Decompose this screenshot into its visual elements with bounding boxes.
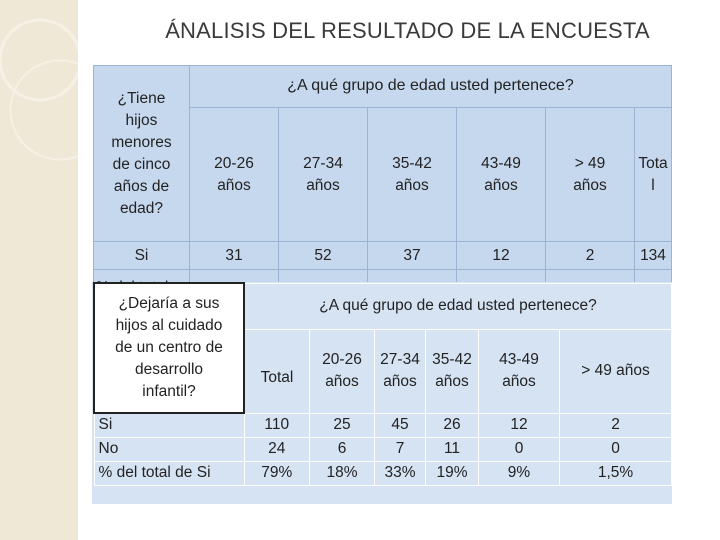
page-title: ÁNALISIS DEL RESULTADO DE LA ENCUESTA — [165, 18, 650, 43]
col-header-20-26: 20-26 años — [189, 107, 279, 242]
decorative-side-panel — [0, 0, 78, 540]
col-header-over-49-2: > 49 años — [559, 328, 672, 414]
table-cell: 45 — [374, 412, 426, 438]
table-cell: 110 — [243, 412, 310, 438]
table-cell: 11 — [425, 436, 479, 462]
row-label-si-2: Si — [93, 412, 245, 438]
col-header-27-34: 27-34 años — [278, 107, 368, 242]
age-group-children-table: ¿Tiene hijos menores de cinco años de ed… — [93, 65, 672, 300]
col-header-27-34-2: 27-34 años — [374, 328, 426, 414]
table-cell: 25 — [309, 412, 375, 438]
table-cell: 9% — [478, 460, 560, 486]
table-cell: 2 — [559, 412, 672, 438]
col-header-20-26-2: 20-26 años — [309, 328, 375, 414]
age-group-header: ¿A qué grupo de edad usted pertenece? — [189, 65, 672, 108]
table-cell: 1,5% — [559, 460, 672, 486]
table-cell: 24 — [243, 436, 310, 462]
table-cell: 31 — [189, 241, 279, 270]
row-label-percent-si: % del total de Si — [93, 460, 245, 486]
question-cell-children: ¿Tiene hijos menores de cinco años de ed… — [93, 65, 190, 242]
row-label-si: Si — [93, 241, 190, 270]
table-cell: 52 — [278, 241, 368, 270]
table-cell: 0 — [559, 436, 672, 462]
col-header-over-49: > 49 años — [545, 107, 635, 242]
age-group-header-2: ¿A qué grupo de edad usted pertenece? — [243, 282, 672, 330]
col-header-35-42-2: 35-42 años — [425, 328, 479, 414]
table-cell: 0 — [478, 436, 560, 462]
col-header-43-49: 43-49 años — [456, 107, 546, 242]
table-cell: 26 — [425, 412, 479, 438]
col-header-total: Tota l — [634, 107, 672, 242]
table-cell: 6 — [309, 436, 375, 462]
table-cell: 134 — [634, 241, 672, 270]
col-header-total-2: Total — [243, 328, 310, 414]
table-cell: 33% — [374, 460, 426, 486]
table-cell: 18% — [309, 460, 375, 486]
table-cell: 7 — [374, 436, 426, 462]
daycare-willingness-table: ¿Dejaría a sus hijos al cuidado de un ce… — [93, 282, 672, 486]
row-label-no: No — [93, 436, 245, 462]
col-header-43-49-2: 43-49 años — [478, 328, 560, 414]
col-header-35-42: 35-42 años — [367, 107, 457, 242]
question-cell-daycare: ¿Dejaría a sus hijos al cuidado de un ce… — [93, 282, 245, 414]
table-cell: 2 — [545, 241, 635, 270]
table-cell: 19% — [425, 460, 479, 486]
table-cell: 12 — [478, 412, 560, 438]
table-cell: 37 — [367, 241, 457, 270]
table-cell: 12 — [456, 241, 546, 270]
table-cell: 79% — [243, 460, 310, 486]
